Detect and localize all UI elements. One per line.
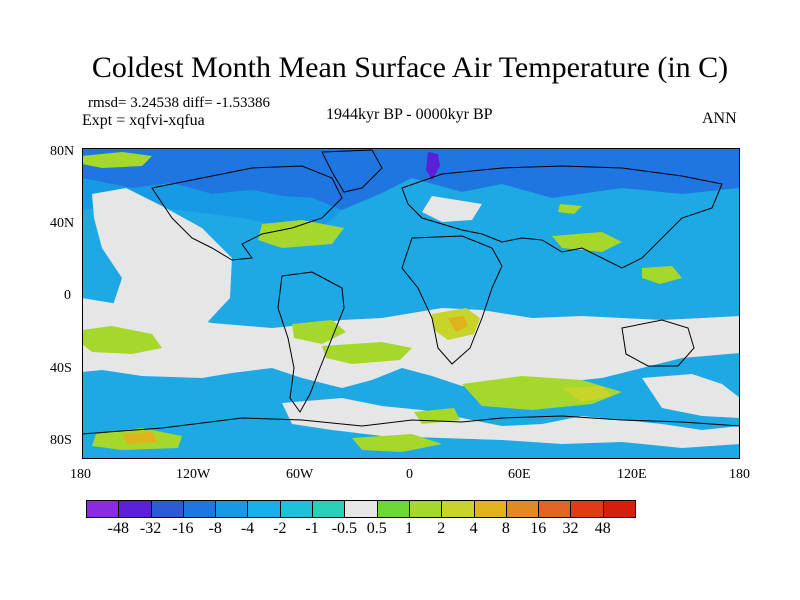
field-warm-patch xyxy=(352,434,442,452)
field-warm-patch xyxy=(322,342,412,364)
stats-text: rmsd= 3.24538 diff= -1.53386 xyxy=(88,95,271,111)
lat-tick-label: 80N xyxy=(50,144,75,159)
lat-tick-label: 40S xyxy=(50,361,72,376)
coastline-australia xyxy=(621,319,695,367)
colorbar-label: 2 xyxy=(437,520,446,537)
colorbar-swatch xyxy=(442,500,475,518)
lon-tick-label: 60E xyxy=(508,467,531,482)
season-text: ANN xyxy=(702,110,737,127)
lat-tick-label: 40N xyxy=(50,216,75,231)
colorbar-swatch xyxy=(183,500,217,518)
colorbar-swatch xyxy=(345,500,378,518)
period-text: 1944kyr BP - 0000kyr BP xyxy=(326,106,493,123)
temperature-map xyxy=(82,148,740,459)
colorbar-label: -16 xyxy=(172,520,194,537)
colorbar-swatch xyxy=(571,500,604,518)
experiment-text: Expt = xqfvi-xqfua xyxy=(82,112,205,129)
field-warm-patch xyxy=(82,326,162,354)
lat-tick-label: 80S xyxy=(50,433,72,448)
field-deep-blue-north xyxy=(82,148,740,210)
coastlines xyxy=(82,149,740,435)
colorbar-swatch xyxy=(280,500,314,518)
colorbar-label: 16 xyxy=(530,520,547,537)
colorbar-label: 1 xyxy=(405,520,413,537)
coastline-africa xyxy=(401,235,503,365)
colorbar-label: -4 xyxy=(240,520,255,537)
field-warm-patch xyxy=(642,266,682,284)
coastline-europe-asia xyxy=(401,165,723,269)
field-warm-patch xyxy=(258,220,344,248)
colorbar-swatch xyxy=(409,500,443,518)
field-near-zero xyxy=(422,196,482,222)
colorbar-label: -1 xyxy=(305,520,319,537)
colorbar-label: -32 xyxy=(139,520,162,537)
colorbar-swatch xyxy=(603,500,637,518)
field-warm-patch xyxy=(558,204,582,214)
map-border xyxy=(82,148,740,459)
colorbar-swatch xyxy=(248,500,281,518)
colorbar-swatch xyxy=(86,500,120,518)
field-warm-patch xyxy=(122,432,158,444)
field-warm-patch xyxy=(414,408,460,424)
colorbar-label: -8 xyxy=(208,520,222,537)
field-warm-patch xyxy=(552,232,622,252)
colorbar-swatch xyxy=(151,500,184,518)
field-warm-patch xyxy=(82,152,152,168)
colorbar-label: 32 xyxy=(562,520,579,537)
coastline-south-america xyxy=(277,271,345,413)
colorbar-swatch xyxy=(539,500,572,518)
colorbar-label: 48 xyxy=(594,520,611,537)
coastline-north-america xyxy=(151,165,343,261)
colorbar-swatch xyxy=(313,500,346,518)
colorbar-label: -2 xyxy=(273,520,287,537)
lon-tick-label: 120E xyxy=(617,467,647,482)
colorbar-swatch xyxy=(377,500,410,518)
colorbar-label: 0.5 xyxy=(366,520,387,537)
field-purple-patch xyxy=(426,152,440,180)
lon-tick-label: 180 xyxy=(70,467,91,482)
colorbar-label: 4 xyxy=(469,520,478,537)
figure-title: Coldest Month Mean Surface Air Temperatu… xyxy=(91,51,729,84)
colorbar-label: -0.5 xyxy=(331,520,358,537)
colorbar-swatch xyxy=(506,500,540,518)
colorbar-swatch xyxy=(474,500,507,518)
colorbar-swatch xyxy=(119,500,152,518)
colorbar xyxy=(86,500,637,518)
field-near-zero xyxy=(642,374,740,418)
lon-tick-label: 60W xyxy=(286,467,314,482)
field-near-zero xyxy=(82,298,740,388)
coastline-greenland xyxy=(321,149,383,193)
lon-tick-label: 0 xyxy=(406,467,413,482)
field-warm-patch xyxy=(448,316,468,332)
lon-tick-label: 180 xyxy=(729,467,750,482)
coastline-antarctica xyxy=(82,415,740,435)
field-warm-patch xyxy=(562,386,612,402)
colorbar-label: -48 xyxy=(107,520,129,537)
lon-tick-label: 120W xyxy=(176,467,211,482)
colorbar-label: 8 xyxy=(501,520,510,537)
map-panel xyxy=(82,148,740,459)
colorbar-swatch xyxy=(216,500,249,518)
lat-tick-label: 0 xyxy=(64,288,71,303)
field-mid-blue-band xyxy=(82,178,342,228)
